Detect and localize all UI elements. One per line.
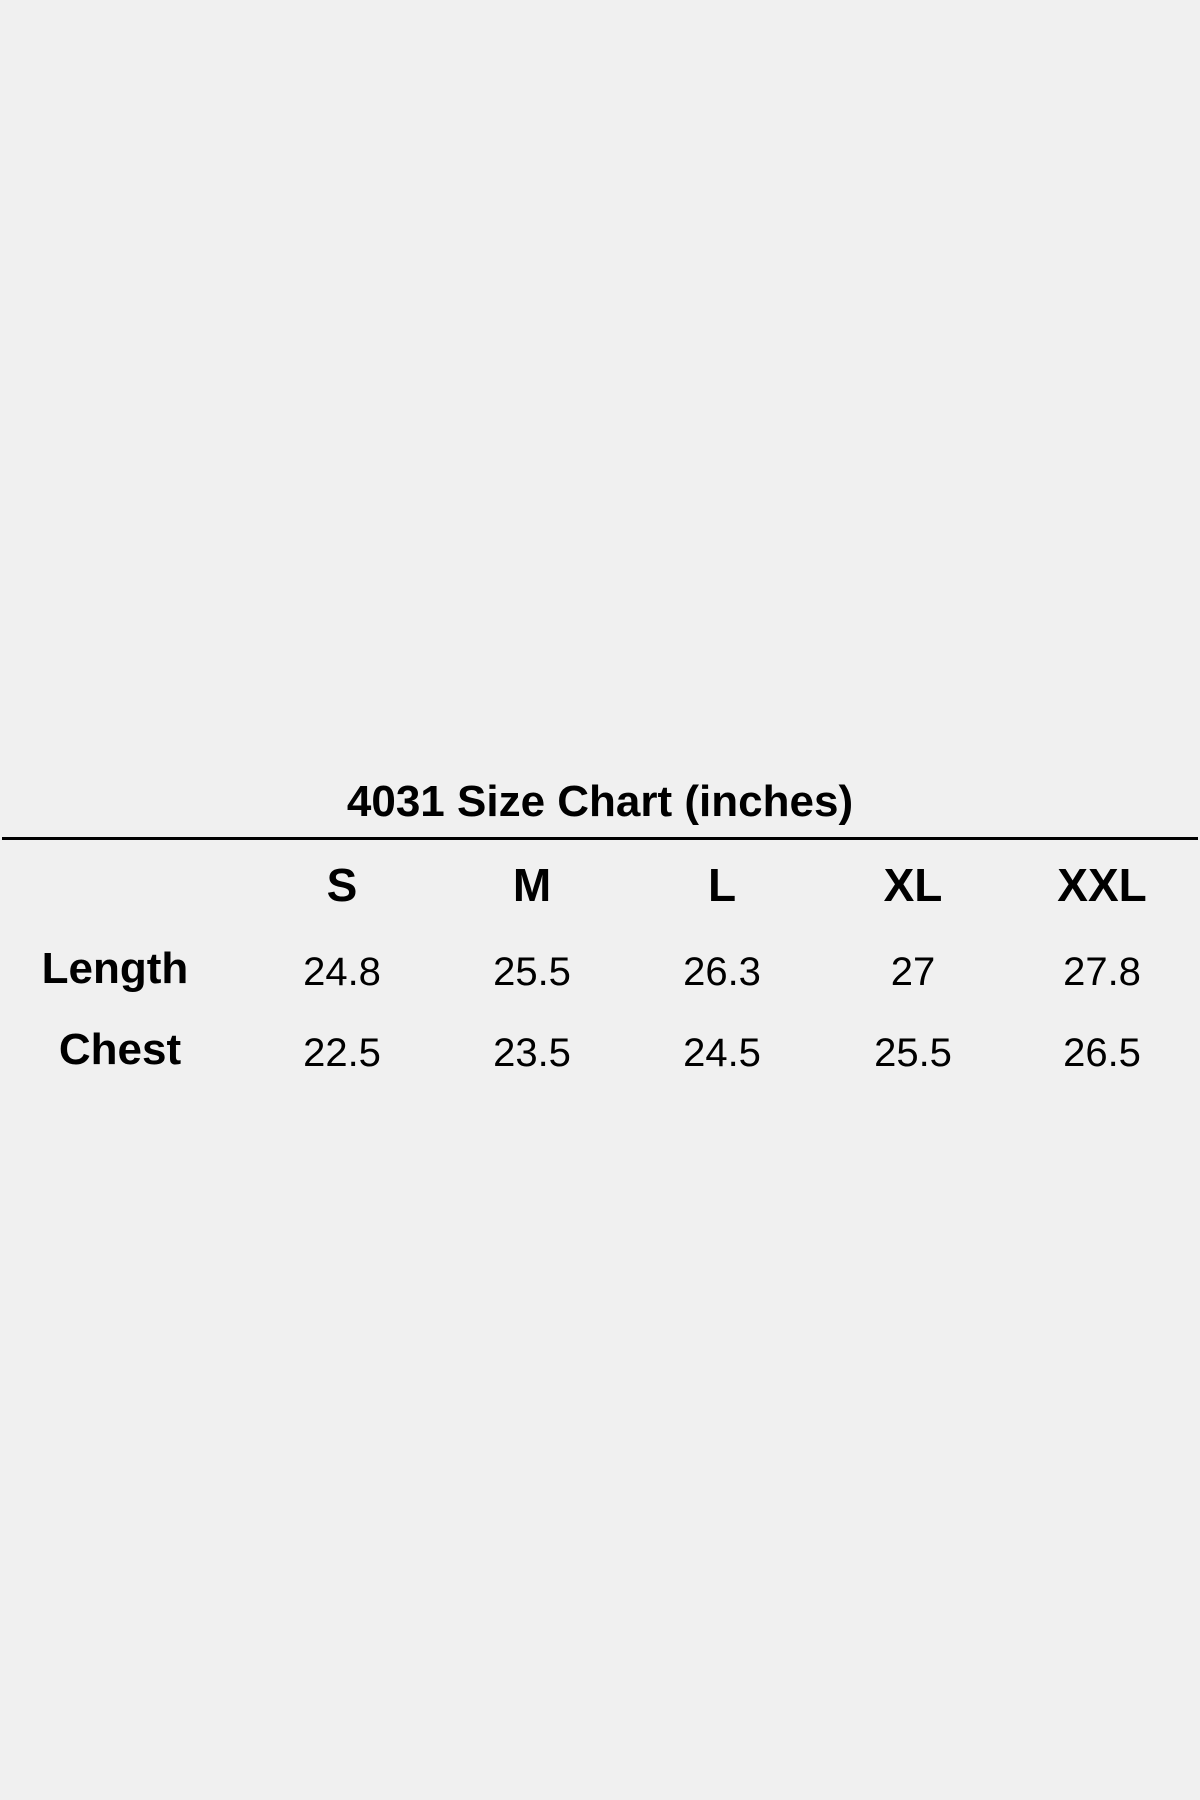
- column-header-l: L: [707, 859, 737, 911]
- row-label-length: Length: [41, 944, 189, 993]
- cell-chest-xl: 25.5: [874, 1031, 952, 1075]
- cell-chest-s: 22.5: [303, 1031, 381, 1075]
- cell-length-m: 25.5: [493, 950, 571, 994]
- column-header-m: M: [512, 859, 552, 911]
- column-header-s: S: [326, 859, 358, 911]
- cell-chest-m: 23.5: [493, 1031, 571, 1075]
- cell-chest-l: 24.5: [683, 1031, 761, 1075]
- row-label-chest: Chest: [58, 1025, 182, 1074]
- cell-length-s: 24.8: [303, 950, 381, 994]
- column-header-xxl: XXL: [1057, 859, 1147, 911]
- cell-length-l: 26.3: [683, 950, 761, 994]
- chart-title: 4031 Size Chart (inches): [346, 777, 854, 826]
- column-header-xl: XL: [883, 859, 943, 911]
- cell-length-xl: 27: [890, 950, 936, 994]
- cell-chest-xxl: 26.5: [1063, 1031, 1141, 1075]
- title-divider: [2, 837, 1198, 840]
- cell-length-xxl: 27.8: [1063, 950, 1141, 994]
